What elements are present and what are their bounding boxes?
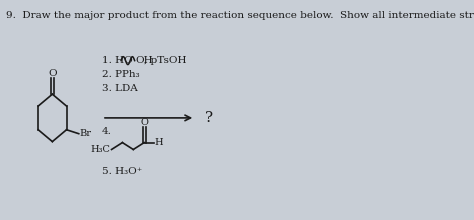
Text: 4.: 4. <box>102 127 112 136</box>
Text: , pTsOH: , pTsOH <box>144 56 187 65</box>
Text: 5. H₃O⁺: 5. H₃O⁺ <box>102 167 142 176</box>
Text: Br: Br <box>80 129 91 138</box>
Text: O: O <box>48 69 57 78</box>
Text: H: H <box>155 138 163 147</box>
Text: ?: ? <box>205 111 213 125</box>
Text: 9.  Draw the major product from the reaction sequence below.  Show all intermedi: 9. Draw the major product from the react… <box>6 11 474 20</box>
Text: H₃C: H₃C <box>91 145 110 154</box>
Text: O: O <box>140 118 148 127</box>
Text: 2. PPh₃: 2. PPh₃ <box>102 70 140 79</box>
Text: OH: OH <box>136 56 153 65</box>
Text: 3. LDA: 3. LDA <box>102 84 138 93</box>
Text: 1. HO: 1. HO <box>102 56 133 65</box>
